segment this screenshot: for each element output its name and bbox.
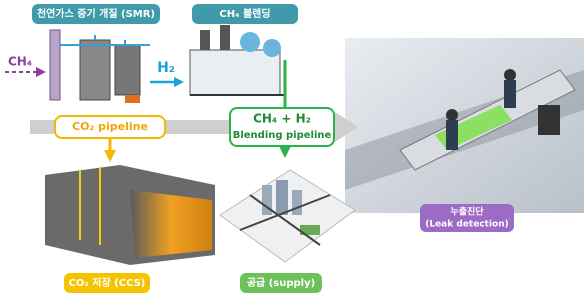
blending-plant [189, 25, 285, 96]
city-illustration [219, 169, 356, 263]
supply-box [240, 273, 322, 293]
supply-label: 공급 (supply) [247, 277, 315, 289]
leak-korean: 누출진단 [450, 206, 484, 218]
blending-pipeline: Blending pipeline [233, 130, 332, 141]
arrow-head [174, 77, 184, 87]
h2-label: H₂ [157, 60, 175, 76]
flow-arrow [30, 112, 358, 142]
leak-photo [345, 38, 584, 213]
blending-label: CH₄ 블렌딩 [219, 7, 270, 20]
arrow-head [36, 67, 46, 77]
arrow-head [279, 146, 291, 158]
blending-pipeline-box [229, 107, 335, 147]
smr-box [32, 4, 160, 24]
ch4-input: CH₄ [8, 55, 32, 69]
ccs-box [64, 273, 150, 293]
smr-label: 천연가스 증기 개질 (SMR) [37, 7, 155, 20]
co2-pipeline: CO₂ pipeline [72, 120, 148, 133]
arrow-head [104, 150, 116, 162]
blending-box [192, 4, 298, 24]
ccs-label: CO₂ 저장 (CCS) [69, 276, 146, 289]
leak-box [420, 204, 514, 232]
leak-english: (Leak detection) [425, 220, 509, 230]
smr-plant [49, 29, 150, 103]
ccs-illustration [45, 165, 215, 265]
blending-formula: CH₄ + H₂ [253, 112, 311, 126]
co2-pipeline-box [54, 115, 166, 139]
